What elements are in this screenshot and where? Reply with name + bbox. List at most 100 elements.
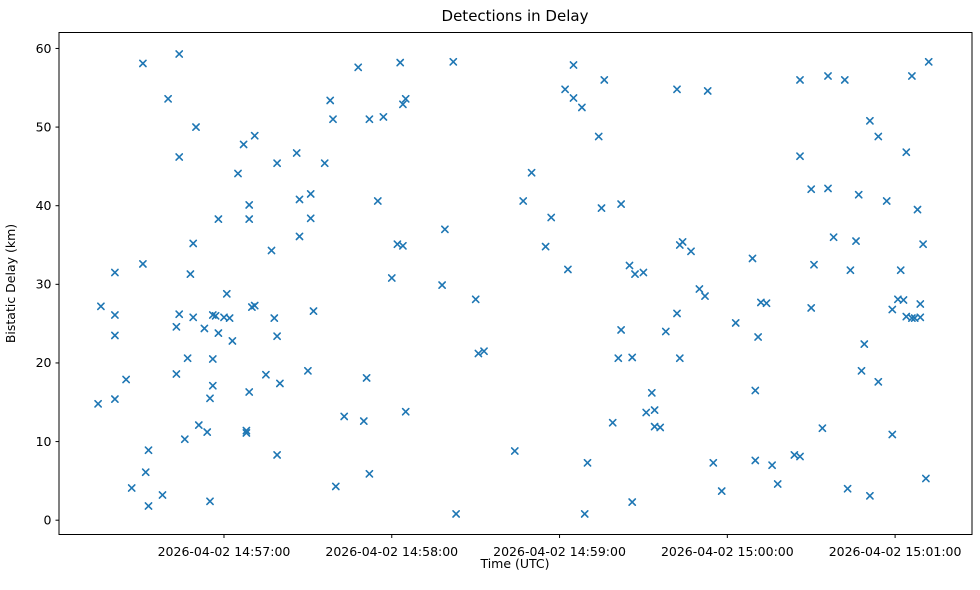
scatter-point bbox=[824, 184, 832, 193]
scatter-point bbox=[203, 428, 212, 437]
scatter-point bbox=[874, 132, 883, 141]
y-tick-label: 20 bbox=[36, 355, 52, 370]
chart-title: Detections in Delay bbox=[442, 7, 589, 25]
scatter-point bbox=[600, 76, 609, 84]
scatter-point bbox=[379, 113, 388, 121]
scatter-point bbox=[642, 408, 651, 417]
scatter-points-layer bbox=[94, 50, 933, 518]
scatter-point bbox=[840, 76, 849, 84]
scatter-point bbox=[675, 354, 684, 363]
scatter-point bbox=[175, 153, 184, 161]
scatter-point bbox=[186, 270, 195, 279]
scatter-point bbox=[245, 215, 254, 224]
scatter-point bbox=[617, 325, 625, 334]
scatter-point bbox=[309, 307, 318, 316]
scatter-point bbox=[922, 474, 930, 483]
scatter-point bbox=[261, 370, 270, 379]
scatter-point bbox=[275, 379, 284, 388]
scatter-point bbox=[228, 336, 237, 345]
scatter-point bbox=[206, 394, 214, 403]
scatter-point bbox=[717, 487, 726, 496]
scatter-point bbox=[387, 274, 396, 282]
scatter-point bbox=[474, 349, 483, 358]
scatter-point bbox=[365, 115, 374, 124]
scatter-point bbox=[273, 159, 282, 168]
scatter-point bbox=[144, 446, 153, 455]
scatter-point bbox=[673, 85, 681, 94]
scatter-point bbox=[273, 332, 282, 341]
scatter-point bbox=[919, 240, 927, 249]
scatter-point bbox=[189, 313, 198, 322]
scatter-point bbox=[874, 377, 883, 386]
scatter-point bbox=[754, 333, 762, 341]
scatter-point bbox=[200, 324, 209, 333]
scatter-point bbox=[569, 94, 578, 102]
y-tick-label: 30 bbox=[36, 277, 52, 292]
scatter-point bbox=[175, 310, 184, 319]
scatter-point bbox=[208, 381, 217, 390]
scatter-point bbox=[650, 406, 659, 415]
scatter-point bbox=[401, 94, 410, 103]
scatter-point bbox=[183, 354, 192, 363]
scatter-point bbox=[908, 72, 916, 80]
x-tick-label: 2026-04-02 14:58:00 bbox=[325, 544, 458, 559]
scatter-point bbox=[331, 482, 340, 491]
scatter-point bbox=[896, 266, 905, 275]
scatter-point bbox=[239, 140, 248, 149]
scatter-point bbox=[924, 57, 933, 66]
scatter-point bbox=[250, 131, 259, 140]
scatter-point bbox=[625, 261, 634, 270]
scatter-point bbox=[846, 266, 855, 275]
scatter-point bbox=[144, 502, 153, 510]
scatter-point bbox=[807, 303, 816, 312]
scatter-point bbox=[211, 311, 220, 320]
scatter-point bbox=[222, 289, 231, 298]
scatter-point bbox=[751, 456, 760, 465]
scatter-point bbox=[701, 292, 709, 301]
scatter-point bbox=[138, 59, 147, 68]
scatter-point bbox=[480, 347, 488, 356]
scatter-point bbox=[628, 498, 637, 507]
scatter-point bbox=[320, 159, 329, 168]
y-tick-label: 50 bbox=[36, 119, 52, 134]
scatter-point bbox=[762, 299, 771, 308]
scatter-point bbox=[916, 313, 925, 322]
scatter-point bbox=[583, 458, 592, 467]
y-tick-label: 10 bbox=[36, 434, 52, 449]
scatter-point bbox=[631, 270, 639, 279]
scatter-point bbox=[111, 395, 119, 404]
scatter-point bbox=[214, 215, 223, 224]
plot-spines bbox=[58, 32, 973, 535]
scatter-point bbox=[194, 421, 203, 430]
x-tick-label: 2026-04-02 15:01:00 bbox=[829, 544, 962, 559]
scatter-point bbox=[843, 484, 852, 493]
y-tick-label: 60 bbox=[36, 41, 52, 56]
scatter-point bbox=[541, 242, 550, 251]
scatter-point bbox=[306, 189, 315, 198]
scatter-point bbox=[687, 247, 695, 256]
scatter-point bbox=[913, 205, 922, 214]
scatter-point bbox=[242, 426, 251, 435]
scatter-point bbox=[578, 103, 586, 112]
scatter-point bbox=[810, 260, 818, 269]
scatter-point bbox=[138, 259, 147, 268]
scatter-point bbox=[250, 301, 259, 310]
scatter-point bbox=[854, 190, 863, 199]
scatter-point bbox=[292, 149, 301, 157]
scatter-point bbox=[398, 100, 407, 109]
scatter-point bbox=[270, 314, 279, 323]
scatter-point bbox=[860, 340, 869, 349]
scatter-point bbox=[882, 197, 891, 205]
scatter-point bbox=[122, 375, 130, 384]
scatter-point bbox=[768, 461, 776, 470]
scatter-point bbox=[164, 94, 173, 103]
scatter-point bbox=[857, 366, 866, 375]
scatter-point bbox=[245, 388, 254, 396]
scatter-point bbox=[656, 423, 665, 432]
scatter-point bbox=[628, 353, 637, 362]
scatter-point bbox=[527, 168, 536, 177]
axes-layer: 0 10 20 30 40 50 60 2026-04-02 14:57:00 2026-04-… bbox=[36, 32, 973, 559]
scatter-point bbox=[807, 185, 816, 194]
scatter-point bbox=[97, 302, 105, 311]
